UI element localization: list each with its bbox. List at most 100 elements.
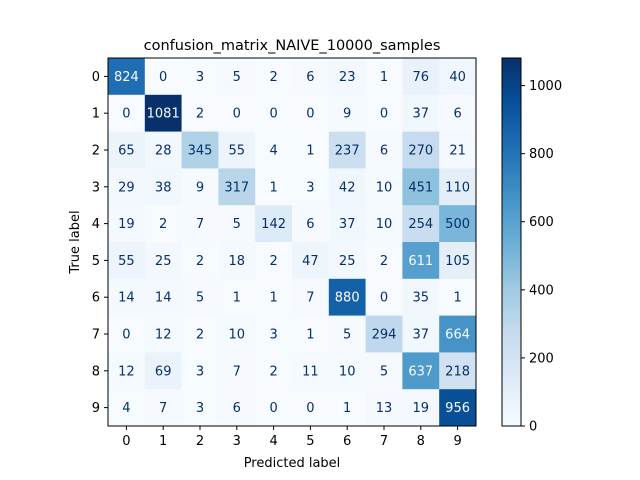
heatmap-cell [365,242,403,280]
heatmap-cell [365,352,403,390]
cell-value-label: 5 [196,291,204,306]
cell-value-label: 38 [155,180,172,195]
colorbar-tick-label: 0 [529,420,537,435]
cell-value-label: 2 [196,107,204,122]
heatmap-cell [402,242,440,280]
heatmap-cell [292,242,330,280]
cell-value-label: 23 [339,70,356,85]
cell-value-label: 4 [122,401,130,416]
cell-value-label: 2 [196,328,204,343]
cell-value-label: 19 [413,401,430,416]
heatmap-cell [439,205,477,243]
cell-value-label: 345 [188,144,213,159]
heatmap-cell [292,205,330,243]
heatmap-cell [439,94,477,132]
cell-value-label: 9 [196,180,204,195]
cell-value-label: 10 [376,217,393,232]
y-tick-label: 2 [92,144,100,159]
heatmap-cell [402,389,440,427]
colorbar-tick-label: 400 [529,283,554,298]
cell-value-label: 12 [118,364,135,379]
cell-value-label: 12 [155,328,172,343]
cell-value-label: 2 [269,364,277,379]
cell-value-label: 110 [445,180,470,195]
cell-value-label: 956 [445,401,470,416]
y-tick-label: 8 [92,364,100,379]
heatmap-cell [402,278,440,316]
heatmap-cell [365,58,403,96]
cell-value-label: 2 [159,217,167,232]
cell-value-label: 0 [306,401,314,416]
cell-value-label: 14 [155,291,172,306]
heatmap-cell [439,315,477,353]
heatmap-cell [181,58,219,96]
cell-value-label: 4 [269,144,277,159]
cell-value-label: 35 [413,291,430,306]
heatmap-cell [144,168,182,206]
heatmap-cell [365,278,403,316]
x-tick-label: 3 [233,434,241,449]
cell-value-label: 37 [413,107,430,122]
heatmap-cell [439,58,477,96]
cell-value-label: 3 [196,70,204,85]
cell-value-label: 0 [122,107,130,122]
heatmap-cell [328,278,366,316]
heatmap-cell [218,389,256,427]
heatmap-cell [144,205,182,243]
cell-value-label: 1 [233,291,241,306]
heatmap-cell [402,58,440,96]
heatmap-cell [181,389,219,427]
heatmap-cell [365,389,403,427]
cell-value-label: 7 [196,217,204,232]
heatmap-cell [255,242,293,280]
y-tick-label: 5 [92,254,100,269]
cell-value-label: 3 [196,364,204,379]
cell-value-label: 0 [380,291,388,306]
heatmap-cell [365,315,403,353]
cell-value-label: 1 [306,328,314,343]
heatmap-cell [108,58,146,96]
heatmap-cell [328,131,366,169]
y-tick-label: 3 [92,180,100,195]
heatmap-cell [144,131,182,169]
cell-value-label: 10 [339,364,356,379]
cell-value-label: 0 [233,107,241,122]
cell-value-label: 76 [413,70,430,85]
heatmap-cell [181,94,219,132]
cell-value-label: 19 [118,217,135,232]
plot-frame [107,57,477,427]
cell-value-label: 1 [380,70,388,85]
cell-value-label: 55 [118,254,135,269]
cell-value-label: 0 [269,401,277,416]
heatmap-cell [255,389,293,427]
heatmap-cell [365,205,403,243]
x-tick-label: 9 [453,434,461,449]
cell-value-label: 37 [339,217,356,232]
cell-value-label: 0 [159,70,167,85]
cell-value-label: 0 [306,107,314,122]
chart-title: confusion_matrix_NAIVE_10000_samples [144,38,441,54]
heatmap-cell [108,278,146,316]
cell-value-label: 21 [449,144,466,159]
heatmap-cell [292,168,330,206]
cell-value-label: 9 [343,107,351,122]
heatmap-cell [144,278,182,316]
heatmap-cell [255,205,293,243]
cell-value-label: 6 [380,144,388,159]
y-tick-label: 6 [92,291,100,306]
x-tick-label: 8 [417,434,425,449]
cell-value-label: 2 [380,254,388,269]
cell-value-label: 6 [306,217,314,232]
cell-value-label: 611 [408,254,433,269]
heatmap-cell [402,94,440,132]
y-tick-label: 1 [92,107,100,122]
heatmap-cell [108,205,146,243]
x-tick-label: 1 [159,434,167,449]
heatmap-cell [292,278,330,316]
heatmap-cell [439,389,477,427]
cell-value-label: 237 [335,144,360,159]
cell-value-label: 1 [269,291,277,306]
x-tick-label: 5 [306,434,314,449]
heatmap-cell [402,315,440,353]
heatmap-cell [292,131,330,169]
